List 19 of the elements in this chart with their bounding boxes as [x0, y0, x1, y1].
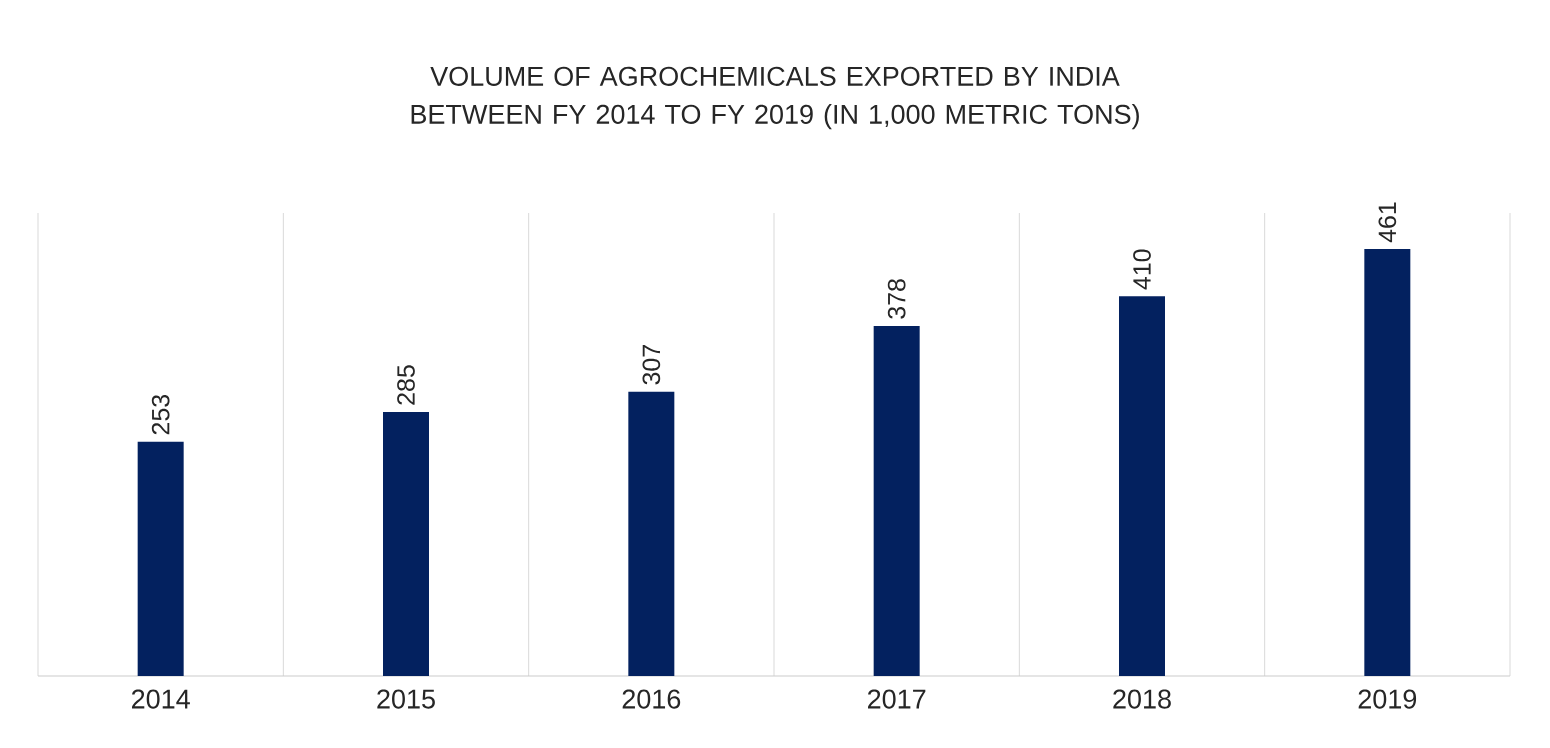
bar — [383, 412, 429, 676]
bar — [873, 325, 920, 676]
bar — [137, 441, 184, 676]
bar — [628, 391, 675, 676]
x-tick-label: 2014 — [132, 689, 190, 709]
bar — [1119, 296, 1165, 676]
x-tick-label: 2019 — [1358, 689, 1417, 709]
data-label: 307 — [642, 345, 661, 385]
x-tick-label: 2018 — [1113, 689, 1171, 709]
x-tick-label: 2015 — [377, 689, 435, 709]
data-label: 285 — [397, 365, 415, 405]
bar — [1364, 249, 1411, 676]
data-label: 253 — [151, 394, 170, 435]
chart-title: VOLUME OF AGROCHEMICALS EXPORTED BY INDIA BETWEEN FY 2014 TO FY 2019 (IN 1,000 METRIC TONS) — [411, 66, 1139, 130]
data-label: 378 — [887, 279, 906, 319]
data-label: 461 — [1378, 202, 1397, 243]
data-label: 410 — [1133, 249, 1151, 290]
x-tick-label: 2016 — [622, 689, 681, 709]
x-tick-label: 2017 — [868, 689, 926, 709]
